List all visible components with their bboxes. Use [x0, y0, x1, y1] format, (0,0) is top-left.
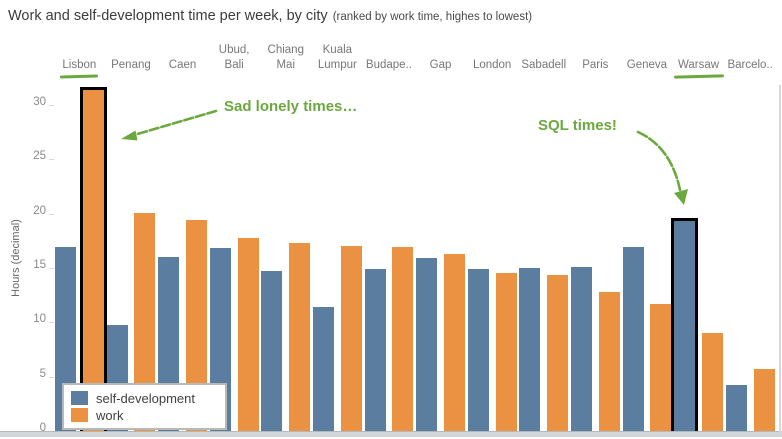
y-tick-label-30: 30: [33, 96, 46, 108]
bar-self-development-chiang-mai[interactable]: [261, 271, 283, 431]
y-tick-label-25: 25: [33, 150, 46, 163]
bar-work-kuala-lumpur[interactable]: [340, 246, 362, 431]
legend-label-work: work: [96, 407, 124, 423]
bar-work-paris[interactable]: [598, 291, 620, 431]
legend-swatch-self-development: [71, 391, 88, 405]
y-tick-mark-30: [49, 105, 54, 106]
y-tick-mark-15: [49, 268, 54, 269]
category-label-warsaw[interactable]: Warsaw: [677, 58, 720, 71]
bar-work-barcelo[interactable]: [753, 369, 775, 431]
bar-work-gap[interactable]: [443, 253, 465, 431]
y-tick-mark-20: [49, 213, 54, 215]
page-subtitle: (ranked by work time, highes to lowest): [332, 11, 533, 23]
bar-work-chiang-mai[interactable]: [289, 243, 311, 431]
legend: self-development work: [62, 383, 227, 430]
category-label-caen[interactable]: Caen: [168, 58, 197, 71]
category-label-lisbon[interactable]: Lisbon: [62, 58, 97, 71]
y-tick-label-10: 10: [33, 313, 46, 326]
bar-self-development-gap[interactable]: [416, 258, 438, 431]
right-border: [779, 85, 781, 437]
legend-item-work[interactable]: work: [71, 407, 218, 423]
bar-self-development-budape[interactable]: [364, 269, 386, 431]
bar-work-lisbon[interactable]: [79, 86, 107, 434]
warsaw-underline: [673, 74, 724, 79]
bar-self-development-paris[interactable]: [571, 266, 592, 431]
y-tick-label-15: 15: [33, 259, 46, 271]
category-label-chiang-mai[interactable]: Chiang Mai: [267, 44, 304, 71]
page-title: Work and self-development time per week,…: [8, 8, 328, 24]
y-tick-label-5: 5: [39, 367, 46, 380]
y-tick-label-20: 20: [33, 204, 46, 217]
bar-work-london[interactable]: [495, 273, 517, 431]
bar-self-development-geneva[interactable]: [622, 247, 644, 431]
axis-baseline: [0, 431, 782, 432]
annotation-sad-lonely-times: Sad lonely times…: [224, 98, 358, 115]
annotation-arrow-right: [636, 130, 688, 205]
bar-self-development-london[interactable]: [467, 269, 489, 431]
annotation-arrow-left: [121, 109, 218, 141]
bar-self-development-barcelo[interactable]: [725, 385, 747, 431]
bar-work-ubud-bali[interactable]: [237, 237, 259, 431]
bar-work-geneva[interactable]: [650, 303, 672, 431]
y-tick-mark-10: [49, 322, 54, 324]
category-label-kuala-lumpur[interactable]: Kuala Lumpur: [317, 44, 357, 71]
bar-work-sabadell[interactable]: [547, 274, 569, 431]
category-label-barcelo[interactable]: Barcelo..: [727, 58, 773, 71]
legend-item-self-development[interactable]: self-development: [71, 390, 218, 406]
bar-work-caen[interactable]: [185, 220, 207, 431]
bar-work-budape[interactable]: [392, 247, 414, 431]
bar-self-development-sabadell[interactable]: [519, 268, 541, 431]
annotation-sql-times: SQL times!: [538, 117, 617, 134]
category-label-gap[interactable]: Gap: [429, 58, 452, 71]
lisbon-underline: [60, 74, 99, 79]
bar-self-development-kuala-lumpur[interactable]: [313, 307, 334, 431]
category-label-london[interactable]: London: [472, 58, 512, 71]
bar-self-development-warsaw[interactable]: [671, 218, 699, 434]
legend-label-self-development: self-development: [96, 390, 195, 406]
category-label-budape[interactable]: Budape..: [365, 58, 412, 71]
bar-work-penang[interactable]: [134, 212, 156, 431]
legend-swatch-work: [71, 408, 88, 422]
category-label-geneva[interactable]: Geneva: [626, 58, 668, 71]
bottom-border: [0, 432, 782, 437]
y-axis-label: Hours (decimal): [10, 219, 22, 297]
y-tick-mark-25: [49, 159, 54, 161]
chart-header: Work and self-development time per week,…: [8, 7, 532, 25]
category-label-paris[interactable]: Paris: [582, 58, 609, 71]
category-label-sabadell[interactable]: Sabadell: [521, 58, 567, 71]
category-label-penang[interactable]: Penang: [111, 58, 151, 71]
y-tick-label-0: 0: [39, 422, 46, 434]
bar-work-warsaw[interactable]: [701, 333, 723, 431]
category-label-ubud-bali[interactable]: Ubud, Bali: [218, 44, 250, 71]
y-tick-mark-5: [49, 376, 54, 378]
